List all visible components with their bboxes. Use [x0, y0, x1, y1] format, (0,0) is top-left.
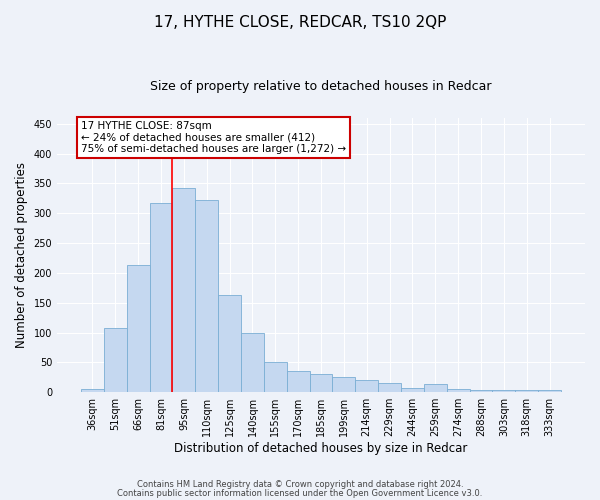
Text: 17 HYTHE CLOSE: 87sqm
← 24% of detached houses are smaller (412)
75% of semi-det: 17 HYTHE CLOSE: 87sqm ← 24% of detached …: [81, 121, 346, 154]
Bar: [149, 203, 172, 392]
Bar: [196, 200, 218, 392]
Bar: [218, 295, 241, 392]
Bar: [401, 388, 424, 392]
Text: Contains public sector information licensed under the Open Government Licence v3: Contains public sector information licen…: [118, 489, 482, 498]
Bar: [104, 328, 127, 392]
Bar: [310, 374, 332, 392]
Bar: [81, 389, 104, 392]
Bar: [287, 372, 310, 392]
Y-axis label: Number of detached properties: Number of detached properties: [15, 162, 28, 348]
Title: Size of property relative to detached houses in Redcar: Size of property relative to detached ho…: [150, 80, 492, 93]
Bar: [378, 384, 401, 392]
Bar: [332, 378, 355, 392]
Bar: [241, 332, 264, 392]
Bar: [264, 362, 287, 392]
Text: 17, HYTHE CLOSE, REDCAR, TS10 2QP: 17, HYTHE CLOSE, REDCAR, TS10 2QP: [154, 15, 446, 30]
Text: Contains HM Land Registry data © Crown copyright and database right 2024.: Contains HM Land Registry data © Crown c…: [137, 480, 463, 489]
Bar: [172, 188, 196, 392]
Bar: [515, 390, 538, 392]
Bar: [538, 390, 561, 392]
X-axis label: Distribution of detached houses by size in Redcar: Distribution of detached houses by size …: [175, 442, 468, 455]
Bar: [447, 389, 470, 392]
Bar: [127, 265, 149, 392]
Bar: [493, 390, 515, 392]
Bar: [424, 384, 447, 392]
Bar: [355, 380, 378, 392]
Bar: [470, 390, 493, 392]
